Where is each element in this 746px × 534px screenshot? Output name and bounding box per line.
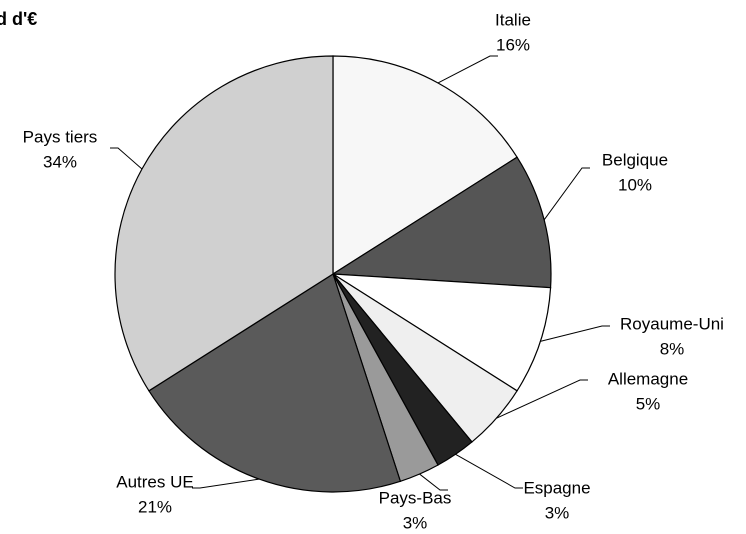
leader-line (496, 379, 588, 419)
slice-label: Pays tiers (23, 127, 98, 146)
pie-slice (332, 55, 518, 276)
value-label: 5% (636, 394, 661, 413)
slice-label: Autres UE (116, 472, 193, 491)
slice-label: Espagne (523, 478, 590, 497)
slice-label: Royaume-Uni (620, 314, 724, 333)
leader-line (540, 325, 610, 342)
leader-line (437, 55, 498, 84)
value-label: 34% (43, 152, 77, 171)
slice-label: Allemagne (608, 369, 688, 388)
leader-line (110, 147, 143, 170)
leader-line (419, 473, 448, 491)
pie-slice (148, 273, 402, 493)
slice-label: Belgique (602, 150, 668, 169)
chart-title: d d'€ (0, 9, 37, 29)
pie-slice (332, 273, 552, 392)
pie-slice (114, 55, 334, 392)
slice-label: Pays-Bas (379, 488, 452, 507)
value-label: 3% (403, 513, 428, 532)
value-label: 21% (138, 497, 172, 516)
value-label: 16% (496, 35, 530, 54)
leader-line (455, 453, 523, 489)
slice-label: Italie (495, 10, 531, 29)
leader-line (543, 167, 590, 221)
value-label: 3% (545, 503, 570, 522)
value-label: 10% (618, 175, 652, 194)
pie-slice (331, 156, 552, 289)
leader-line (192, 478, 260, 489)
value-label: 8% (660, 339, 685, 358)
